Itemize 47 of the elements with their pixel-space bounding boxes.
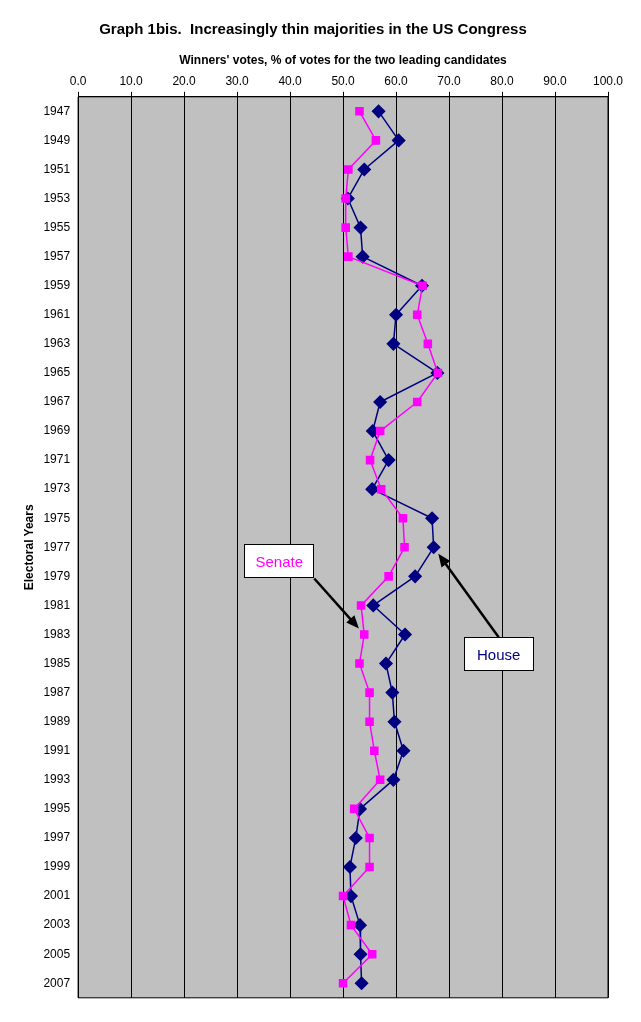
x-axis-title: Winners' votes, % of votes for the two leading candidates bbox=[179, 52, 508, 67]
x-tick-label: 20.0 bbox=[172, 73, 197, 88]
x-tick-label: 50.0 bbox=[331, 73, 356, 88]
x-tick-label: 100.0 bbox=[592, 73, 624, 88]
y-tick-label: 1997 bbox=[43, 830, 71, 845]
x-tick-label: 70.0 bbox=[437, 73, 462, 88]
x-tick-label: 0.0 bbox=[69, 73, 87, 88]
y-tick-label: 1989 bbox=[43, 714, 71, 728]
x-tick-label: 90.0 bbox=[543, 73, 568, 88]
y-tick-label: 1953 bbox=[43, 190, 71, 205]
y-tick-label: 1979 bbox=[43, 568, 71, 583]
y-tick-label: 1973 bbox=[43, 481, 71, 496]
y-tick-label: 1985 bbox=[43, 655, 71, 670]
y-tick-label: 1981 bbox=[43, 597, 71, 612]
y-tick-label: 1959 bbox=[43, 278, 71, 293]
y-tick-label: 1975 bbox=[43, 510, 71, 525]
chart-title: Graph 1bis. Increasingly thin majorities in the US Congress bbox=[99, 20, 527, 38]
y-tick-label: 1971 bbox=[43, 452, 71, 467]
y-tick-label: 1951 bbox=[43, 161, 71, 176]
y-tick-label: 1999 bbox=[43, 859, 71, 874]
callout-box: Senate bbox=[244, 544, 315, 579]
x-tick-label: 80.0 bbox=[490, 73, 515, 88]
x-tick-label: 30.0 bbox=[225, 73, 250, 88]
y-tick-label: 2003 bbox=[43, 917, 71, 932]
y-tick-label: 2007 bbox=[43, 975, 71, 990]
y-tick-label: 1987 bbox=[43, 684, 71, 699]
y-tick-label: 1961 bbox=[43, 307, 71, 322]
callout-box: House bbox=[463, 637, 534, 672]
y-tick-label: 1955 bbox=[43, 219, 71, 234]
y-tick-label: 1983 bbox=[43, 626, 71, 641]
y-tick-label: 2001 bbox=[43, 888, 71, 903]
y-tick-label: 1965 bbox=[43, 365, 71, 380]
y-tick-label: 1991 bbox=[43, 743, 71, 758]
y-tick-label: 2005 bbox=[43, 946, 71, 961]
y-axis-title: Electoral Years bbox=[21, 504, 36, 591]
y-tick-label: 1995 bbox=[43, 801, 71, 816]
x-tick-label: 60.0 bbox=[384, 73, 409, 88]
x-tick-label: 10.0 bbox=[119, 73, 144, 88]
y-tick-label: 1977 bbox=[43, 539, 71, 554]
y-tick-label: 1967 bbox=[43, 394, 71, 409]
y-tick-label: 1949 bbox=[43, 132, 71, 147]
y-tick-label: 1969 bbox=[43, 423, 71, 438]
y-tick-label: 1947 bbox=[43, 103, 71, 118]
x-tick-label: 40.0 bbox=[278, 73, 303, 88]
y-tick-label: 1993 bbox=[43, 772, 71, 787]
y-tick-label: 1957 bbox=[43, 248, 71, 263]
y-tick-label: 1963 bbox=[43, 336, 71, 351]
